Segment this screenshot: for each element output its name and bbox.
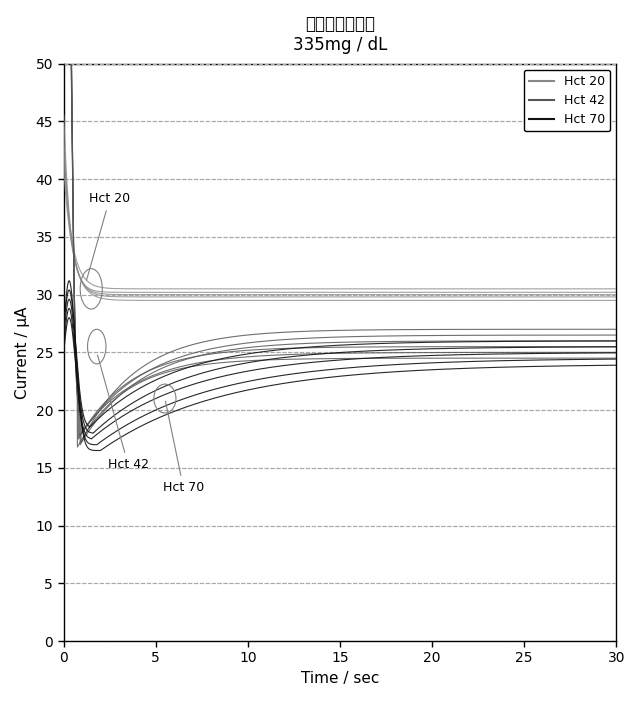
Text: Hct 42: Hct 42	[97, 355, 148, 471]
Y-axis label: Current / μA: Current / μA	[15, 306, 30, 399]
Title: グルコース濃度
335mg / dL: グルコース濃度 335mg / dL	[292, 15, 387, 54]
Legend: Hct 20, Hct 42, Hct 70: Hct 20, Hct 42, Hct 70	[524, 70, 610, 132]
Text: Hct 70: Hct 70	[163, 401, 204, 494]
X-axis label: Time / sec: Time / sec	[301, 671, 379, 686]
Text: Hct 20: Hct 20	[86, 192, 130, 280]
